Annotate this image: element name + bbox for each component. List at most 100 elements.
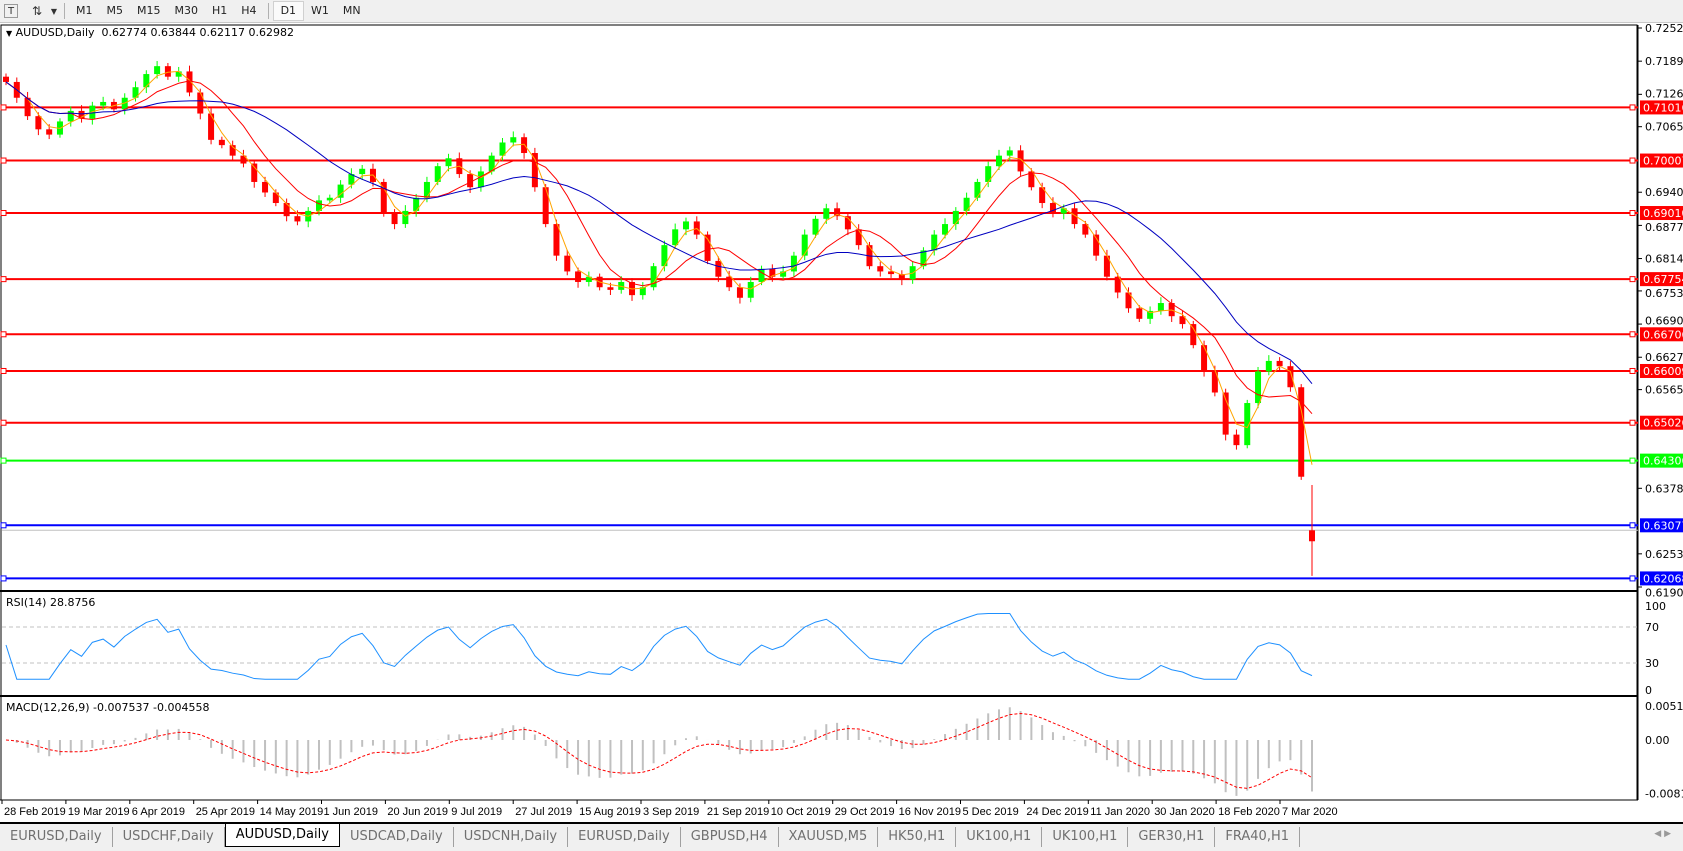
- candle-body: [348, 174, 355, 185]
- candle-body: [888, 271, 895, 275]
- candle-body: [920, 250, 927, 267]
- time-tick-label: 14 May 2019: [260, 806, 324, 818]
- horizontal-levels[interactable]: [0, 104, 1638, 582]
- timeframe-m1-button[interactable]: M1: [76, 4, 93, 17]
- toolbar-divider: [267, 3, 269, 19]
- tab-ger30-h1[interactable]: GER30,H1: [1128, 827, 1216, 847]
- chevron-down-icon[interactable]: ▼: [50, 6, 58, 16]
- timeframe-mn-button[interactable]: MN: [342, 4, 361, 17]
- timeframe-w1-button[interactable]: W1: [311, 4, 329, 17]
- candle-body: [143, 74, 150, 88]
- tab-hk50-h1[interactable]: HK50,H1: [878, 827, 957, 847]
- price-tick-label: 0.71265: [1645, 87, 1683, 100]
- line-tools-icon[interactable]: ⇅: [31, 4, 43, 18]
- timeframe-h4-button[interactable]: H4: [241, 4, 257, 17]
- time-tick-label: 3 Sep 2019: [643, 806, 699, 818]
- candle-body: [467, 174, 474, 188]
- candle-body: [607, 287, 614, 290]
- level-handle: [1629, 210, 1636, 217]
- candle-body: [218, 139, 225, 146]
- tab-usdcnh-daily[interactable]: USDCNH,Daily: [454, 827, 569, 847]
- candle-body: [294, 216, 301, 222]
- time-tick-label: 24 Dec 2019: [1026, 806, 1088, 818]
- time-tick-label: 28 Feb 2019: [4, 806, 66, 818]
- rsi-tick-label: 100: [1645, 600, 1666, 613]
- timeframe-m15-button[interactable]: M15: [137, 4, 161, 17]
- tab-fra40-h1[interactable]: FRA40,H1: [1215, 827, 1301, 847]
- candle-body: [1298, 387, 1305, 477]
- level-handle: [1629, 104, 1636, 111]
- rsi-panel: [2, 613, 1638, 680]
- timeframe-h1-button[interactable]: H1: [212, 4, 228, 17]
- candle-body: [1103, 255, 1110, 277]
- level-price-label: 0.62068: [1643, 572, 1683, 585]
- candle-body: [1265, 360, 1272, 372]
- candle-body: [1157, 303, 1164, 311]
- candle-body: [445, 158, 452, 167]
- candle-body: [736, 287, 743, 298]
- toolbar-divider: [64, 3, 65, 19]
- price-tick-label: 0.65655: [1645, 384, 1683, 397]
- tab-usdchf-daily[interactable]: USDCHF,Daily: [113, 827, 225, 847]
- candle-body: [100, 101, 107, 106]
- candle-body: [434, 166, 441, 182]
- level-handle: [1629, 419, 1636, 426]
- tab-uk100-h1[interactable]: UK100,H1: [956, 827, 1043, 847]
- tab-xauusd-m5[interactable]: XAUUSD,M5: [779, 827, 879, 847]
- timeframe-m30-button[interactable]: M30: [174, 4, 199, 17]
- timeframe-m5-button[interactable]: M5: [106, 4, 124, 17]
- candle-body: [175, 71, 182, 77]
- candle-body: [985, 166, 992, 182]
- rsi-tick-label: 70: [1645, 621, 1659, 634]
- macd-panel: [5, 707, 1313, 796]
- level-price-badge: [1640, 153, 1683, 168]
- candle-body: [521, 137, 528, 154]
- candle-body: [488, 155, 495, 172]
- tab-eurusd-daily[interactable]: EURUSD,Daily: [568, 827, 681, 847]
- level-handle: [0, 457, 7, 464]
- candle-body: [531, 153, 538, 188]
- level-price-badge: [1640, 100, 1683, 115]
- price-tick-label: 0.68145: [1645, 253, 1683, 266]
- time-tick-label: 16 Nov 2019: [899, 806, 961, 818]
- collapse-triangle-icon[interactable]: ▼: [6, 29, 13, 38]
- ma-fast-line: [5, 70, 1313, 465]
- candle-body: [844, 216, 851, 230]
- level-handle: [0, 419, 7, 426]
- time-tick-label: 9 Jul 2019: [451, 806, 502, 818]
- price-tick-label: 0.71895: [1645, 55, 1683, 68]
- tab-uk100-h1[interactable]: UK100,H1: [1042, 827, 1129, 847]
- level-handle: [1629, 157, 1636, 164]
- toolbar: T ⇅ ▼ M1 M5 M15 M30 H1 H4 D1 W1 MN: [0, 0, 1683, 23]
- tab-gbpusd-h4[interactable]: GBPUSD,H4: [681, 827, 779, 847]
- candle-body: [801, 234, 808, 256]
- time-tick-label: 7 Mar 2020: [1282, 806, 1338, 818]
- timeframe-d1-button[interactable]: D1: [272, 1, 305, 21]
- candle-body: [326, 197, 333, 201]
- tab-scroll-arrows-icon[interactable]: ◀ ▶: [1654, 829, 1671, 839]
- tab-audusd-daily[interactable]: AUDUSD,Daily: [224, 824, 340, 847]
- candle-body: [780, 271, 787, 277]
- text-tool-icon[interactable]: T: [4, 4, 18, 18]
- candle-body: [186, 71, 193, 93]
- rsi-tick-label: 30: [1645, 657, 1659, 670]
- tab-usdcad-daily[interactable]: USDCAD,Daily: [340, 827, 454, 847]
- candle-body: [564, 255, 571, 272]
- candle-body: [1233, 434, 1240, 446]
- level-price-badge: [1640, 415, 1683, 430]
- candle-body: [46, 129, 53, 135]
- candle-body: [1136, 308, 1143, 319]
- candle-body: [78, 110, 85, 119]
- tab-eurusd-daily[interactable]: EURUSD,Daily: [0, 827, 113, 847]
- candle-body: [1006, 150, 1013, 156]
- macd-label: MACD(12,26,9) -0.007537 -0.004558: [6, 701, 210, 714]
- candle-body: [726, 276, 733, 288]
- level-price-label: 0.66706: [1643, 328, 1683, 341]
- candle-body: [542, 187, 549, 225]
- candle-body: [391, 213, 398, 225]
- level-price-badge: [1640, 206, 1683, 221]
- candle-body: [1060, 208, 1067, 214]
